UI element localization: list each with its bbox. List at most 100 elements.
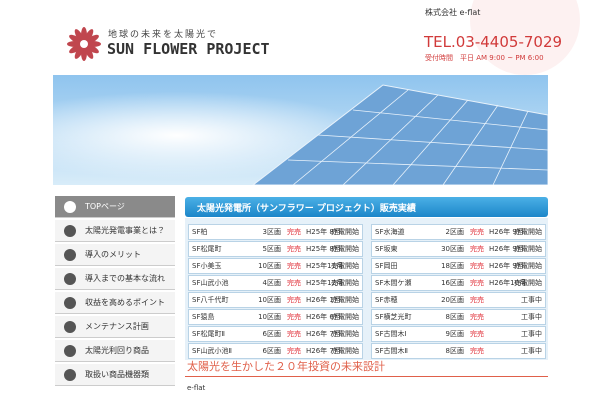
sales-cell: H26年 7月 [306, 330, 341, 338]
sales-cell: 完売 [287, 262, 301, 270]
sales-cell: H25年12月 [306, 279, 344, 287]
nav-item[interactable]: TOPページ [55, 196, 175, 218]
company: 株式会社 e-flat [425, 8, 481, 17]
sales-cell: 工事中 [521, 347, 542, 355]
heading-rule [185, 376, 548, 377]
sales-cell: 売電開始 [514, 279, 542, 287]
sales-cell: 売電開始 [331, 228, 359, 236]
sales-row: SF木間ケ瀬 16区画 完売 H26年10月 売電開始 [371, 275, 546, 291]
sales-cell: H26年 9月 [489, 245, 524, 253]
sales-cell: 3区画 [262, 228, 281, 236]
sales-row: SF猿島 10区画 完売 H26年 6月 売電開始 [188, 309, 363, 325]
sales-row: SF山武小池 4区画 完売 H25年12月 売電開始 [188, 275, 363, 291]
sales-cell: 8区画 [445, 347, 464, 355]
sales-title: 太陽光発電所（サンフラワー プロジェクト）販売実績 [197, 204, 416, 214]
sales-cell: 2区画 [445, 228, 464, 236]
sales-row: SF古間木Ⅱ 8区画 完売 工事中 [371, 343, 546, 359]
sales-cell: 16区画 [441, 279, 464, 287]
header-deco [470, 0, 580, 75]
sales-cell: 売電開始 [331, 262, 359, 270]
logo-icon [67, 27, 101, 61]
sales-cell: 8区画 [445, 313, 464, 321]
sales-cell: SF松尾町 [192, 245, 222, 253]
sales-cell: 売電開始 [331, 330, 359, 338]
sales-cell: 20区画 [441, 296, 464, 304]
nav-item[interactable]: 導入のメリット [55, 244, 175, 266]
sales-cell: SF柏 [192, 228, 208, 236]
sales-cell: 完売 [287, 347, 301, 355]
nav-icon [64, 321, 76, 333]
nav-icon [64, 225, 76, 237]
sales-row: SF岡田 18区画 完売 H26年 9月 売電開始 [371, 258, 546, 274]
sales-row: SF赤穂 20区画 完売 工事中 [371, 292, 546, 308]
sales-cell: 完売 [470, 296, 484, 304]
sales-cell: 売電開始 [331, 296, 359, 304]
sales-row: SF古間木Ⅰ 9区画 完売 工事中 [371, 326, 546, 342]
sales-cell: 売電開始 [331, 347, 359, 355]
nav-icon [64, 273, 76, 285]
sales-cell: 売電開始 [331, 279, 359, 287]
sales-cell: 完売 [287, 296, 301, 304]
sales-title-bar [185, 197, 548, 217]
sales-cell: SF坂東 [375, 245, 398, 253]
hero-image [53, 75, 548, 185]
sales-cell: 6区画 [262, 330, 281, 338]
nav-icon [64, 369, 76, 381]
hours: 受付時間 平日 AM 9:00 ~ PM 6:00 [425, 54, 544, 62]
sales-row: SF松尾町 5区画 完売 H25年 8月 売電開始 [188, 241, 363, 257]
sales-cell: 完売 [470, 347, 484, 355]
sales-cell: SF赤穂 [375, 296, 398, 304]
sales-cell: H26年 9月 [489, 262, 524, 270]
sales-cell: 完売 [287, 330, 301, 338]
sales-cell: 完売 [470, 279, 484, 287]
logo-text: SUN FLOWER PROJECT [107, 40, 270, 58]
sales-row: SF水海道 2区画 完売 H26年 9月 売電開始 [371, 224, 546, 240]
sales-cell: 完売 [287, 245, 301, 253]
sales-cell: H26年 9月 [489, 228, 524, 236]
sales-cell: SF木間ケ瀬 [375, 279, 412, 287]
sales-cell: 10区画 [258, 262, 281, 270]
sales-cell: 4区画 [262, 279, 281, 287]
sales-cell: SF八千代町 [192, 296, 229, 304]
sales-row: SF坂東 30区画 完売 H26年 9月 売電開始 [371, 241, 546, 257]
nav-item[interactable]: メンテナンス計画 [55, 316, 175, 338]
tagline: 地球の未来を太陽光で [108, 30, 219, 40]
sales-cell: SF岡田 [375, 262, 398, 270]
sales-cell: SF猿島 [192, 313, 215, 321]
sales-row: SF横芝光町 8区画 完売 工事中 [371, 309, 546, 325]
nav-item[interactable]: 収益を高めるポイント [55, 292, 175, 314]
sales-cell: 完売 [470, 228, 484, 236]
sales-cell: 完売 [287, 313, 301, 321]
tel: TEL.03-4405-7029 [424, 33, 563, 51]
sales-cell: SF松尾町Ⅱ [192, 330, 225, 338]
sales-cell: SF横芝光町 [375, 313, 412, 321]
nav-item[interactable]: 太陽光発電事業とは？ [55, 220, 175, 242]
sales-cell: 売電開始 [331, 245, 359, 253]
sales-cell: 売電開始 [514, 228, 542, 236]
sales-cell: H26年10月 [489, 279, 527, 287]
sales-cell: 5区画 [262, 245, 281, 253]
sales-cell: 売電開始 [514, 262, 542, 270]
sales-cell: SF古間木Ⅱ [375, 347, 408, 355]
sales-row: SF小美玉 10区画 完売 H25年11月 売電開始 [188, 258, 363, 274]
sales-row: SF八千代町 10区画 完売 H26年 1月 売電開始 [188, 292, 363, 308]
sales-cell: 6区画 [262, 347, 281, 355]
sales-cell: 完売 [470, 245, 484, 253]
sales-cell: SF水海道 [375, 228, 405, 236]
sales-cell: 完売 [470, 330, 484, 338]
sales-cell: 10区画 [258, 296, 281, 304]
sales-row: SF山武小池Ⅱ 6区画 完売 H26年 7月 売電開始 [188, 343, 363, 359]
sales-cell: 工事中 [521, 330, 542, 338]
sales-cell: 完売 [287, 279, 301, 287]
sales-cell: H25年 8月 [306, 228, 341, 236]
sales-cell: 工事中 [521, 296, 542, 304]
nav-item[interactable]: 取扱い商品機器類 [55, 364, 175, 386]
nav-item[interactable]: 太陽光利回り商品 [55, 340, 175, 362]
sales-cell: 売電開始 [514, 245, 542, 253]
sales-cell: SF山武小池Ⅱ [192, 347, 232, 355]
sales-cell: H25年 8月 [306, 245, 341, 253]
sales-cell: SF古間木Ⅰ [375, 330, 407, 338]
nav-item[interactable]: 導入までの基本な流れ [55, 268, 175, 290]
sales-cell: H26年 6月 [306, 313, 341, 321]
